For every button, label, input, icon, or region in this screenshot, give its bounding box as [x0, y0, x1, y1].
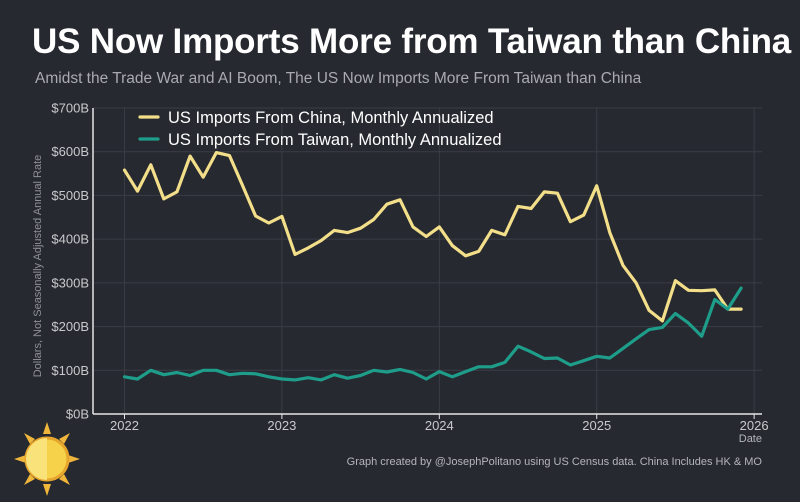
y-tick-label: $200B	[51, 319, 89, 334]
legend-label: US Imports From China, Monthly Annualize…	[168, 109, 494, 127]
source-credit: Graph created by @JosephPolitano using U…	[346, 456, 762, 468]
chart-title: US Now Imports More from Taiwan than Chi…	[32, 22, 792, 61]
y-tick-label: $500B	[51, 188, 89, 203]
y-tick-label: $400B	[51, 232, 89, 247]
x-tick-label: 2026	[740, 418, 769, 433]
china-series-line	[122, 151, 743, 323]
y-tick-label: $600B	[51, 144, 89, 159]
y-tick-label: $0B	[66, 407, 89, 422]
y-tick-label: $100B	[51, 363, 89, 378]
x-tick-labels: 2022 2023 2024 2025 2026	[110, 418, 769, 433]
x-tick-label: 2023	[267, 418, 296, 433]
x-tick-label: 2025	[582, 418, 611, 433]
x-tick-label: 2024	[425, 418, 454, 433]
y-tick-label: $300B	[51, 275, 89, 290]
y-tick-labels: $0B $100B $200B $300B $400B $500B $600B $700B	[51, 101, 89, 422]
x-axis-label: Date	[739, 433, 762, 445]
series-lines	[122, 151, 743, 382]
x-tick-label: 2022	[110, 418, 139, 433]
sun-icon	[14, 422, 80, 496]
legend: US Imports From China, Monthly Annualize…	[138, 109, 502, 149]
taiwan-series-line	[122, 286, 743, 382]
y-axis-label: Dollars, Not Seasonally Adjusted Annual …	[32, 155, 44, 378]
chart-subtitle: Amidst the Trade War and AI Boom, The US…	[35, 70, 642, 87]
legend-label: US Imports From Taiwan, Monthly Annualiz…	[168, 131, 502, 149]
y-tick-label: $700B	[51, 101, 89, 116]
grid-lines	[93, 107, 762, 419]
